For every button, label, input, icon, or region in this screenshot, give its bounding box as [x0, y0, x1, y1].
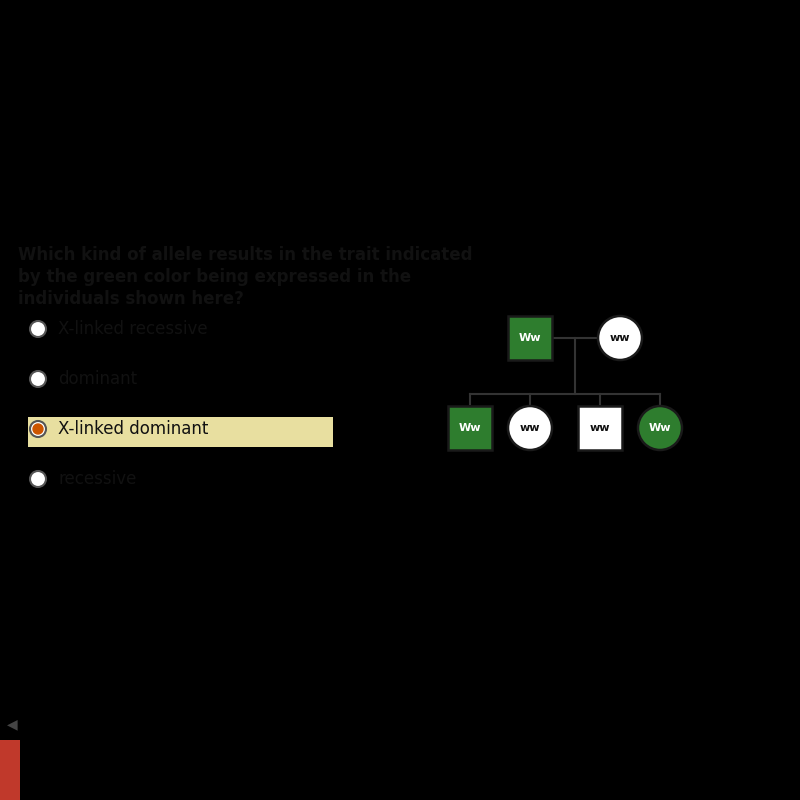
Text: by the green color being expressed in the: by the green color being expressed in th…	[18, 268, 411, 286]
Text: ww: ww	[520, 423, 540, 433]
Text: ◀: ◀	[6, 717, 18, 731]
Text: ww: ww	[610, 333, 630, 343]
FancyBboxPatch shape	[28, 417, 333, 447]
Circle shape	[598, 316, 642, 360]
Circle shape	[30, 321, 46, 337]
Bar	[578, 406, 622, 450]
Text: Ww: Ww	[649, 423, 671, 433]
Circle shape	[30, 421, 46, 437]
Text: Ww: Ww	[458, 423, 482, 433]
Circle shape	[508, 406, 552, 450]
Circle shape	[30, 371, 46, 387]
Bar	[508, 316, 552, 360]
Text: X-linked recessive: X-linked recessive	[58, 320, 208, 338]
Text: X-linked dominant: X-linked dominant	[58, 420, 208, 438]
Circle shape	[33, 424, 43, 434]
Text: dominant: dominant	[58, 370, 137, 388]
Bar	[0, 740, 20, 800]
Bar	[448, 406, 492, 450]
Circle shape	[30, 471, 46, 487]
Text: individuals shown here?: individuals shown here?	[18, 290, 244, 308]
Text: Which kind of allele results in the trait indicated: Which kind of allele results in the trai…	[18, 246, 473, 264]
Circle shape	[638, 406, 682, 450]
Text: recessive: recessive	[58, 470, 136, 488]
Text: ww: ww	[590, 423, 610, 433]
Text: Ww: Ww	[518, 333, 542, 343]
